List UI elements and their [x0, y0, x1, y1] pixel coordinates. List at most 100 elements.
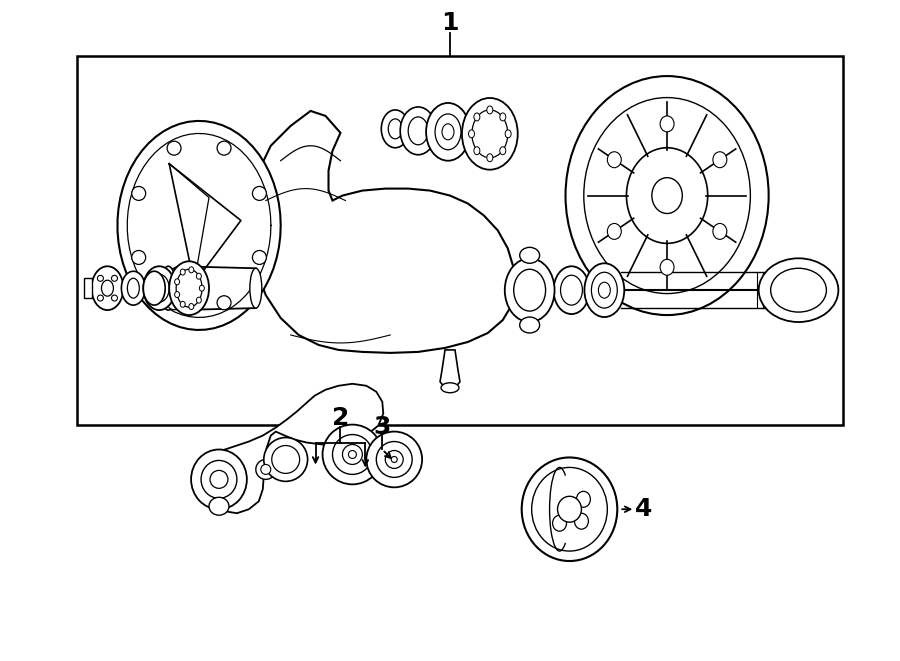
Ellipse shape [472, 110, 508, 158]
Ellipse shape [252, 251, 266, 264]
Ellipse shape [608, 152, 621, 168]
Text: 4: 4 [635, 497, 652, 522]
Polygon shape [118, 121, 281, 330]
Ellipse shape [608, 223, 621, 239]
Ellipse shape [426, 103, 470, 161]
Ellipse shape [128, 278, 140, 298]
Ellipse shape [250, 268, 262, 308]
Text: 1: 1 [441, 11, 459, 35]
Ellipse shape [462, 98, 517, 170]
Polygon shape [84, 278, 92, 298]
Ellipse shape [102, 280, 113, 296]
Ellipse shape [112, 295, 118, 301]
Ellipse shape [442, 124, 454, 140]
Ellipse shape [180, 269, 185, 275]
Ellipse shape [112, 276, 118, 282]
Ellipse shape [505, 258, 554, 322]
Text: 2: 2 [332, 406, 349, 430]
Ellipse shape [196, 273, 202, 279]
Ellipse shape [160, 266, 176, 310]
Polygon shape [166, 266, 256, 310]
Ellipse shape [143, 266, 176, 310]
Ellipse shape [175, 292, 180, 297]
Text: 3: 3 [374, 414, 391, 439]
Ellipse shape [561, 275, 582, 305]
Ellipse shape [189, 267, 194, 273]
Ellipse shape [713, 223, 727, 239]
Ellipse shape [209, 497, 229, 515]
Ellipse shape [264, 438, 308, 481]
Ellipse shape [217, 141, 231, 155]
Ellipse shape [584, 263, 625, 317]
Ellipse shape [474, 113, 480, 121]
Ellipse shape [97, 295, 104, 301]
Ellipse shape [759, 258, 839, 322]
Ellipse shape [272, 446, 300, 473]
Ellipse shape [553, 515, 566, 531]
Ellipse shape [332, 434, 373, 475]
Ellipse shape [348, 451, 356, 459]
Ellipse shape [554, 266, 590, 314]
Ellipse shape [660, 116, 674, 132]
Ellipse shape [584, 98, 751, 293]
Ellipse shape [149, 274, 169, 302]
Ellipse shape [322, 424, 382, 485]
Polygon shape [213, 384, 383, 513]
Ellipse shape [400, 107, 436, 155]
Ellipse shape [487, 106, 493, 114]
Ellipse shape [500, 113, 506, 121]
Ellipse shape [388, 119, 402, 139]
Polygon shape [251, 111, 516, 353]
Ellipse shape [487, 154, 493, 162]
Ellipse shape [382, 110, 410, 148]
Ellipse shape [131, 186, 146, 200]
Ellipse shape [256, 459, 275, 479]
Ellipse shape [180, 301, 185, 307]
Ellipse shape [522, 457, 617, 561]
Ellipse shape [97, 276, 104, 282]
Ellipse shape [660, 259, 674, 275]
Ellipse shape [392, 457, 397, 463]
Polygon shape [440, 350, 460, 388]
Ellipse shape [435, 114, 461, 150]
Ellipse shape [92, 266, 123, 310]
Ellipse shape [175, 279, 180, 285]
Ellipse shape [519, 247, 540, 263]
Ellipse shape [652, 178, 682, 214]
Ellipse shape [474, 147, 480, 155]
Ellipse shape [574, 513, 589, 529]
Ellipse shape [343, 444, 363, 465]
Ellipse shape [565, 76, 769, 315]
Ellipse shape [169, 261, 209, 315]
Ellipse shape [557, 496, 581, 522]
Ellipse shape [519, 317, 540, 333]
Ellipse shape [770, 268, 826, 312]
Ellipse shape [626, 148, 707, 243]
Ellipse shape [196, 297, 202, 303]
Ellipse shape [598, 282, 610, 298]
Ellipse shape [122, 271, 145, 305]
Bar [76, 56, 843, 424]
Ellipse shape [189, 303, 194, 309]
Ellipse shape [441, 383, 459, 393]
Ellipse shape [577, 491, 590, 507]
Ellipse shape [261, 465, 271, 475]
Ellipse shape [505, 130, 511, 137]
Ellipse shape [591, 272, 617, 308]
Ellipse shape [210, 471, 228, 488]
Ellipse shape [167, 295, 181, 310]
Ellipse shape [366, 432, 422, 487]
Ellipse shape [217, 295, 231, 310]
Ellipse shape [201, 461, 237, 498]
Ellipse shape [532, 467, 608, 551]
Ellipse shape [376, 442, 412, 477]
Ellipse shape [143, 271, 166, 305]
Ellipse shape [176, 269, 202, 307]
Ellipse shape [200, 285, 204, 291]
Ellipse shape [469, 130, 474, 137]
Ellipse shape [385, 451, 403, 469]
Ellipse shape [131, 251, 146, 264]
Ellipse shape [514, 269, 545, 311]
Ellipse shape [252, 186, 266, 200]
Ellipse shape [167, 141, 181, 155]
